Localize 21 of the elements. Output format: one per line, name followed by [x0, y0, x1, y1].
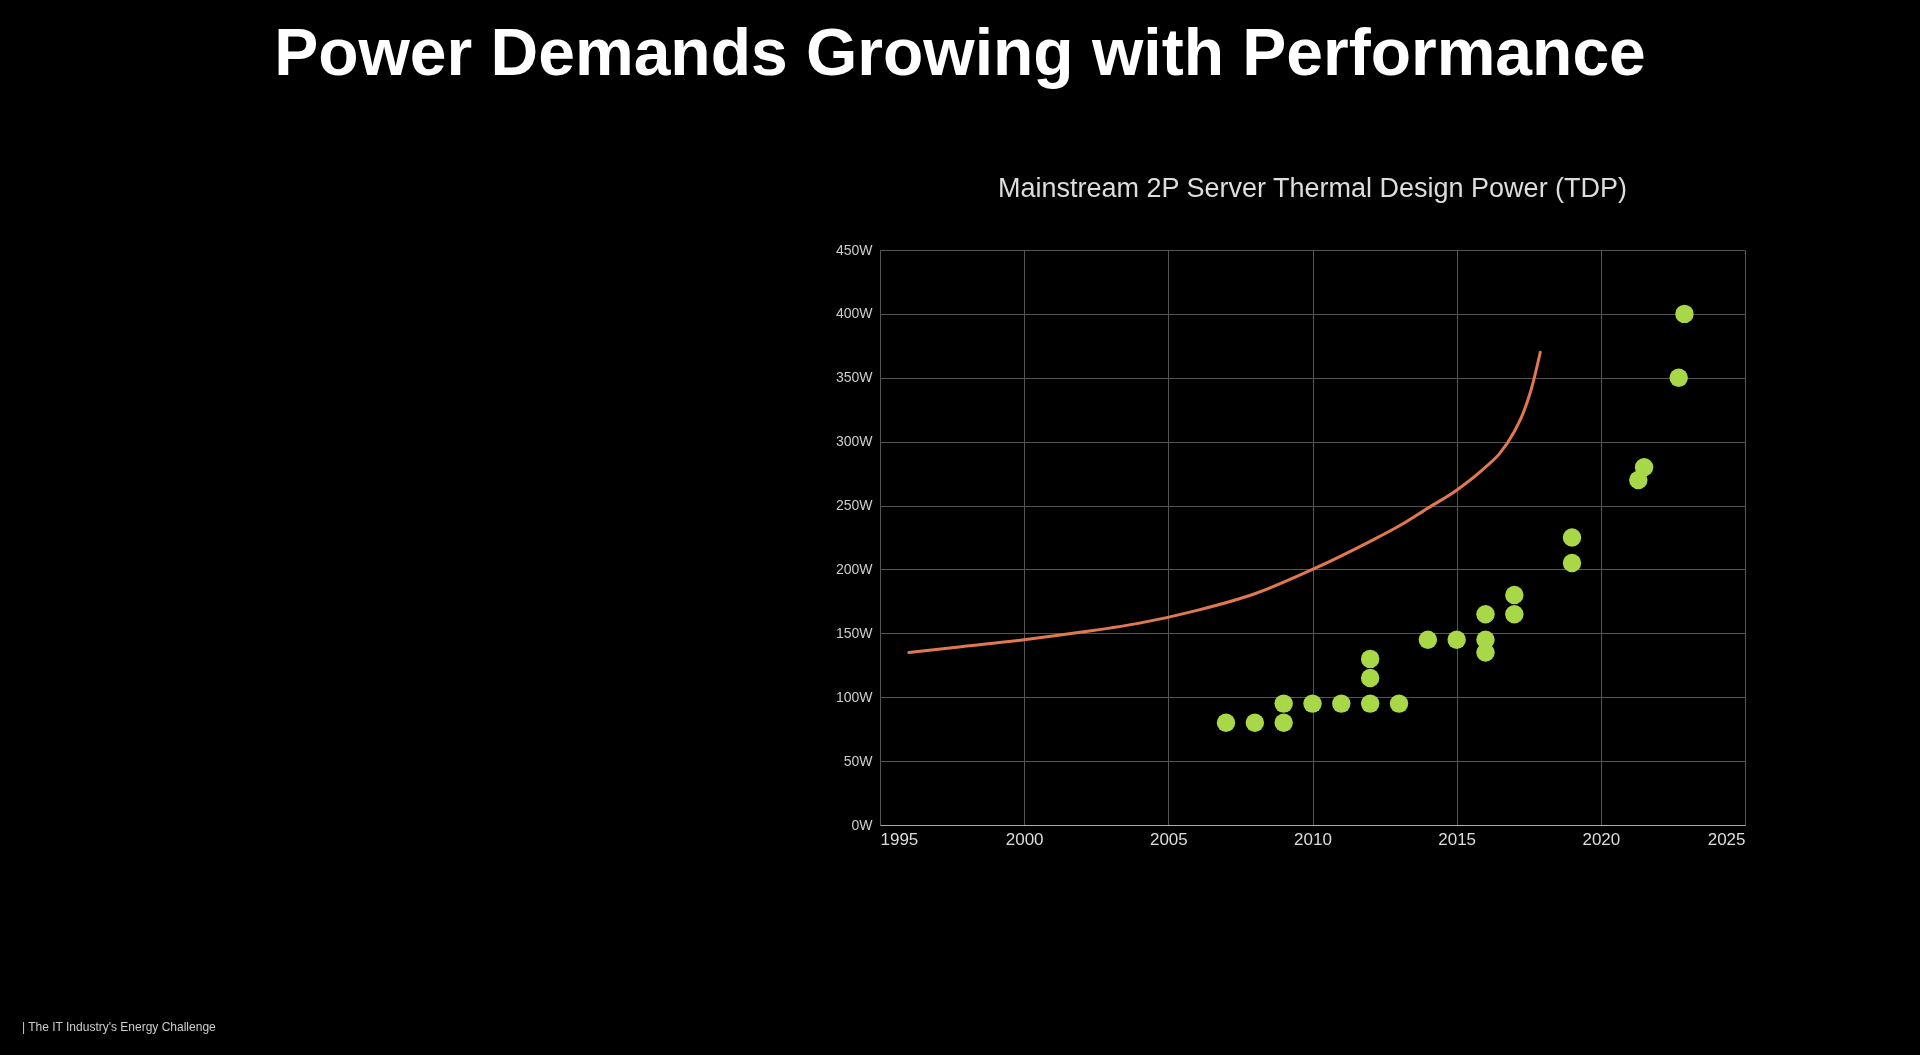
y-tick-label: 50W	[843, 752, 874, 769]
y-tick-label: 300W	[835, 433, 874, 450]
x-tick-label: 2010	[1294, 829, 1332, 849]
x-tick-label: 1995	[880, 829, 919, 849]
x-tick-label: 2020	[1582, 829, 1621, 849]
x-tick-label: 2025	[1707, 829, 1746, 849]
line-series	[907, 350, 1542, 654]
y-tick-label: 350W	[835, 369, 874, 386]
y-tick-label: 0W	[851, 816, 874, 833]
y-tick-label: 250W	[835, 497, 874, 514]
y-tick-label: 200W	[835, 560, 874, 577]
y-tick-label: 100W	[835, 688, 874, 705]
x-tick-label: 2015	[1438, 829, 1477, 849]
chart-subtitle: Mainstream 2P Server Thermal Design Power (TDP)	[997, 173, 1628, 203]
chart-title: Power Demands Growing with Performance	[273, 14, 1647, 90]
text: | The IT Industry's Energy Challenge	[22, 1020, 216, 1034]
y-tick-label: 150W	[835, 624, 874, 641]
y-tick-label: 400W	[835, 305, 874, 322]
y-tick-label: 450W	[835, 241, 874, 258]
x-tick-label: 2005	[1149, 829, 1188, 849]
x-tick-label: 2000	[1005, 829, 1044, 849]
